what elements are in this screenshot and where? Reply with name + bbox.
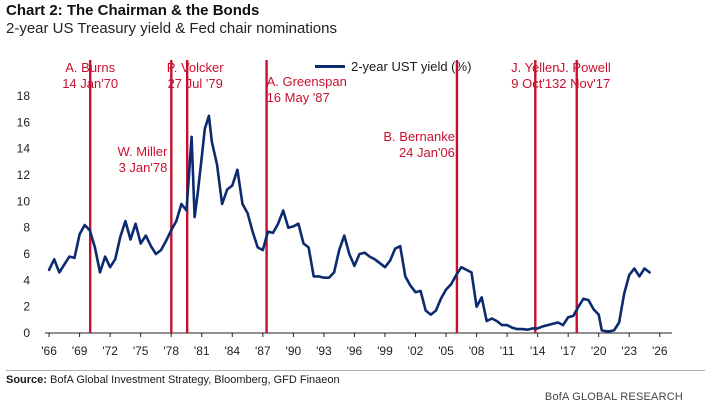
event-label-name: W. Miller: [117, 144, 168, 159]
event-label-name: J. Yellen: [511, 60, 559, 75]
x-tick-label: '93: [316, 344, 332, 358]
event-label-name: J. Powell: [559, 60, 611, 75]
x-tick-label: '66: [41, 344, 57, 358]
event-label-date: 14 Jan'70: [62, 76, 118, 91]
x-tick-label: '99: [377, 344, 393, 358]
chart-subtitle: 2-year US Treasury yield & Fed chair nom…: [6, 20, 337, 37]
y-tick-label: 14: [17, 142, 31, 156]
y-tick-label: 12: [17, 168, 31, 182]
y-tick-label: 6: [23, 247, 30, 261]
x-tick-label: '75: [133, 344, 149, 358]
event-label-name: A. Greenspan: [267, 74, 347, 89]
x-tick-label: '17: [560, 344, 576, 358]
event-label-name: P. Volcker: [167, 60, 225, 75]
event-label-date: 2 Nov'17: [559, 76, 610, 91]
x-tick-label: '02: [408, 344, 424, 358]
event-label-date: 27 Jul '79: [168, 76, 223, 91]
legend-label: 2-year UST yield (%): [351, 59, 472, 74]
y-tick-label: 10: [17, 194, 31, 208]
x-tick-label: '72: [102, 344, 118, 358]
source-text: BofA Global Investment Strategy, Bloombe…: [50, 374, 340, 386]
event-label-date: 9 Oct'13: [511, 76, 559, 91]
x-tick-label: '23: [621, 344, 637, 358]
x-tick-label: '20: [591, 344, 607, 358]
line-chart: 0 2 4 6 8 10 12 14 16 18 '66 '69 '72 '75 '78 '81 '84 '87 '…: [17, 60, 672, 358]
x-tick-label: '90: [286, 344, 302, 358]
y-tick-label: 18: [17, 89, 31, 103]
x-tick-label: '05: [438, 344, 454, 358]
footer-divider: [6, 370, 705, 371]
x-tick-label: '84: [224, 344, 240, 358]
y-tick-label: 16: [17, 115, 31, 129]
event-label-name: A. Burns: [65, 60, 115, 75]
x-tick-label: '96: [347, 344, 363, 358]
y-tick-label: 2: [23, 300, 30, 314]
x-tick-label: '87: [255, 344, 271, 358]
x-tick-label: '14: [530, 344, 546, 358]
event-label-date: 24 Jan'06: [399, 145, 455, 160]
y-tick-label: 0: [23, 326, 30, 340]
brand-label: BofA GLOBAL RESEARCH: [544, 391, 683, 403]
source-label: Source:: [6, 374, 47, 386]
x-tick-label: '69: [72, 344, 88, 358]
source-note: Source: BofA Global Investment Strategy,…: [6, 374, 340, 386]
y-tick-label: 8: [23, 221, 30, 235]
y-tick-label: 4: [23, 273, 30, 287]
legend-swatch: [315, 65, 345, 68]
x-tick-label: '08: [469, 344, 485, 358]
event-label-date: 16 May '87: [267, 90, 330, 105]
chart-title: Chart 2: The Chairman & the Bonds: [6, 2, 260, 19]
x-tick-label: '78: [163, 344, 179, 358]
event-label-name: B. Bernanke: [383, 129, 455, 144]
x-tick-label: '26: [652, 344, 668, 358]
x-tick-label: '11: [500, 344, 515, 358]
legend: 2-year UST yield (%): [315, 59, 471, 74]
x-tick-label: '81: [194, 344, 210, 358]
series-line: [47, 114, 651, 333]
event-label-date: 3 Jan'78: [119, 160, 168, 175]
